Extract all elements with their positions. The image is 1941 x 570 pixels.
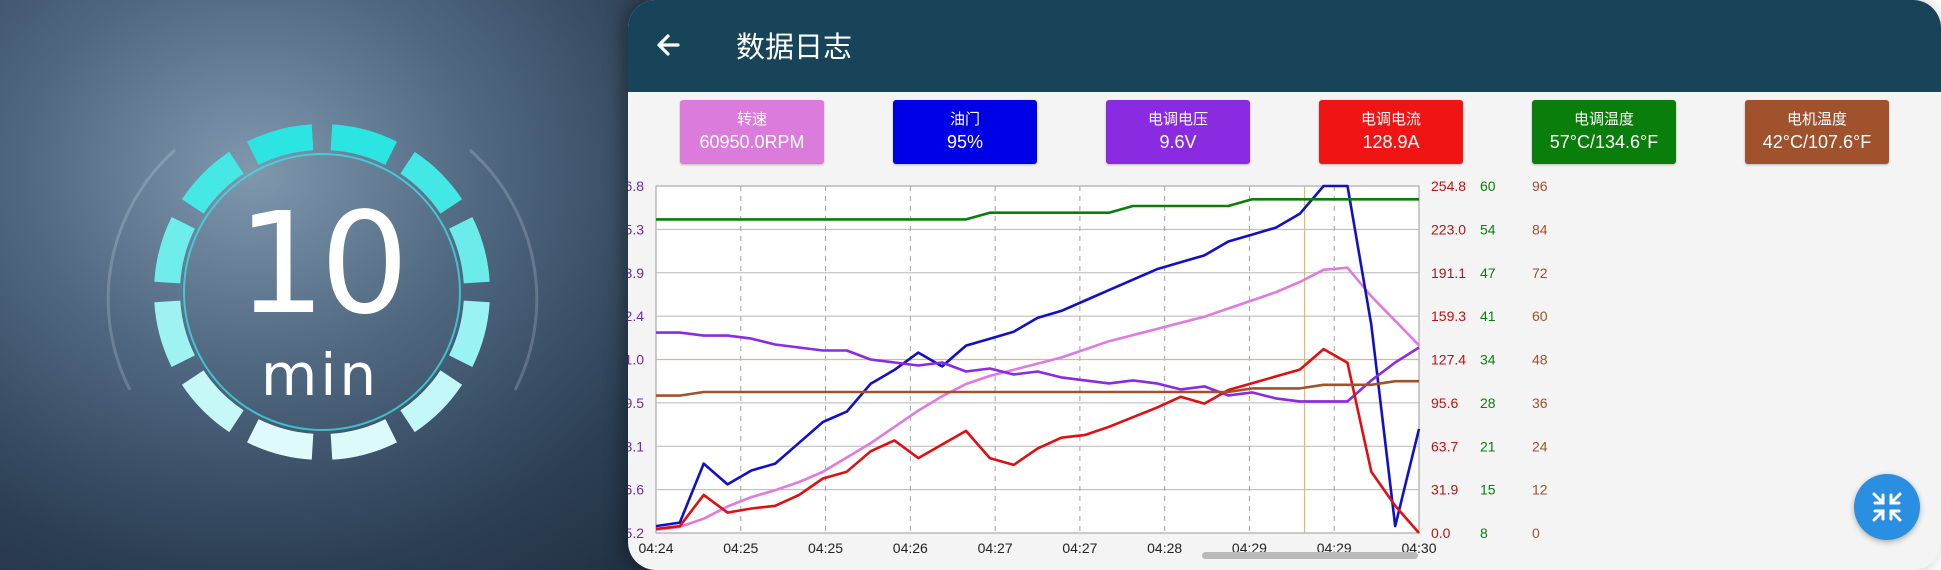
metric-label: 电调电压	[1147, 111, 1208, 128]
metric-value: 57°C/134.6°F	[1549, 132, 1659, 152]
x-tick-label: 04:26	[893, 540, 928, 556]
data-log-screen: 数据日志 转速 60950.0RPM 油门 95% 电调电压 9.6V 电调电流…	[628, 0, 1941, 570]
y-tick-label-voltage: 12.4	[628, 308, 644, 324]
x-tick-label: 04:28	[1147, 540, 1182, 556]
y-tick-label-voltage: 8.1	[628, 438, 644, 454]
timer-segment	[154, 217, 195, 284]
scroll-handle[interactable]	[1202, 552, 1418, 559]
y-tick-label-motor_temp: 24	[1532, 438, 1548, 454]
y-tick-label-current: 191.1	[1431, 265, 1466, 281]
series-line	[655, 266, 1420, 531]
y-tick-label-motor_temp: 36	[1532, 395, 1548, 411]
x-tick-label: 04:27	[1062, 540, 1097, 556]
back-button[interactable]	[648, 22, 694, 68]
y-tick-label-current: 31.9	[1431, 482, 1458, 498]
y-tick-label-motor_temp: 0	[1532, 525, 1540, 541]
x-tick-label: 04:27	[978, 540, 1013, 556]
metric-chip-esc-temp[interactable]: 电调温度 57°C/134.6°F	[1532, 100, 1676, 164]
y-tick-label-esc_temp: 47	[1480, 265, 1496, 281]
x-tick-label: 04:24	[638, 540, 673, 556]
metric-label: 电调电流	[1360, 111, 1421, 128]
y-tick-label-esc_temp: 41	[1480, 308, 1496, 324]
timer-segment	[330, 419, 397, 460]
y-tick-label-current: 159.3	[1431, 308, 1466, 324]
metric-value: 60950.0RPM	[699, 132, 805, 152]
timer-segment	[247, 124, 314, 165]
x-tick-label: 04:25	[723, 540, 758, 556]
y-tick-label-motor_temp: 60	[1532, 308, 1548, 324]
collapse-button[interactable]	[1854, 474, 1920, 540]
timer-segment	[400, 151, 463, 214]
metric-chip-esc-voltage[interactable]: 电调电压 9.6V	[1106, 100, 1250, 164]
y-tick-label-motor_temp: 84	[1532, 221, 1548, 237]
series-line	[656, 379, 1419, 397]
y-tick-label-motor_temp: 12	[1532, 482, 1548, 498]
y-tick-label-esc_temp: 28	[1480, 395, 1496, 411]
timer-segment	[400, 370, 463, 433]
metric-chip-rpm[interactable]: 转速 60950.0RPM	[680, 100, 824, 164]
metric-chip-motor-temp[interactable]: 电机温度 42°C/107.6°F	[1745, 100, 1889, 164]
y-tick-label-motor_temp: 48	[1532, 352, 1548, 368]
x-tick-label: 04:25	[808, 540, 843, 556]
y-tick-label-voltage: 11.0	[628, 352, 644, 368]
timer-segment	[449, 217, 490, 284]
series-line	[656, 331, 1420, 403]
y-tick-label-voltage: 15.3	[628, 221, 644, 237]
y-tick-label-voltage: 5.2	[628, 525, 644, 541]
metric-label: 油门	[949, 111, 980, 128]
y-tick-label-esc_temp: 60	[1480, 178, 1496, 194]
series-line	[655, 347, 1420, 534]
metric-value: 128.9A	[1362, 132, 1420, 152]
y-tick-label-esc_temp: 15	[1480, 482, 1496, 498]
y-tick-label-esc_temp: 34	[1480, 352, 1496, 368]
timer-ring-graphic	[106, 124, 539, 460]
metric-label: 电调温度	[1573, 111, 1634, 128]
metric-value: 9.6V	[1159, 132, 1197, 152]
timer-segment	[181, 151, 244, 214]
y-tick-label-voltage: 13.9	[628, 265, 644, 281]
timer-panel: 10 min	[0, 0, 720, 570]
y-tick-label-voltage: 6.6	[628, 482, 644, 498]
series-line	[655, 184, 1421, 528]
y-tick-label-esc_temp: 8	[1480, 525, 1488, 541]
timer-number: 10	[236, 183, 409, 346]
timer-segment	[181, 370, 244, 433]
timer-segment	[247, 419, 314, 460]
y-tick-label-current: 127.4	[1431, 352, 1466, 368]
timer-segment	[154, 300, 195, 367]
page-title: 数据日志	[736, 32, 853, 64]
metric-value: 42°C/107.6°F	[1762, 132, 1872, 152]
metric-label: 转速	[736, 111, 767, 128]
timer-unit: min	[260, 341, 380, 409]
y-tick-label-esc_temp: 21	[1480, 438, 1496, 454]
data-log-chart[interactable]: 04:24 04:25 04:25 04:26 04:27 04:27 04:28 04:29…	[628, 0, 1941, 570]
y-tick-label-voltage: 16.8	[628, 178, 644, 194]
y-tick-label-current: 63.7	[1431, 438, 1458, 454]
y-tick-label-current: 223.0	[1431, 221, 1466, 237]
y-tick-label-current: 95.6	[1431, 395, 1458, 411]
y-tick-label-current: 0.0	[1431, 525, 1451, 541]
y-tick-label-current: 254.8	[1431, 178, 1466, 194]
metric-value: 95%	[946, 132, 984, 152]
timer-segment	[449, 300, 490, 367]
timer-segment	[330, 124, 397, 165]
metric-label: 电机温度	[1786, 111, 1847, 128]
y-tick-label-esc_temp: 54	[1480, 221, 1496, 237]
y-tick-label-motor_temp: 96	[1532, 178, 1548, 194]
collapse-arrows-icon	[1872, 492, 1902, 522]
y-tick-label-motor_temp: 72	[1532, 265, 1548, 281]
arrow-left-icon	[657, 34, 680, 56]
metric-chip-esc-current[interactable]: 电调电流 128.9A	[1319, 100, 1463, 164]
series-line	[656, 198, 1419, 221]
y-tick-label-voltage: 9.5	[628, 395, 644, 411]
app-bar: 数据日志	[628, 0, 1941, 92]
metric-chip-throttle[interactable]: 油门 95%	[893, 100, 1037, 164]
